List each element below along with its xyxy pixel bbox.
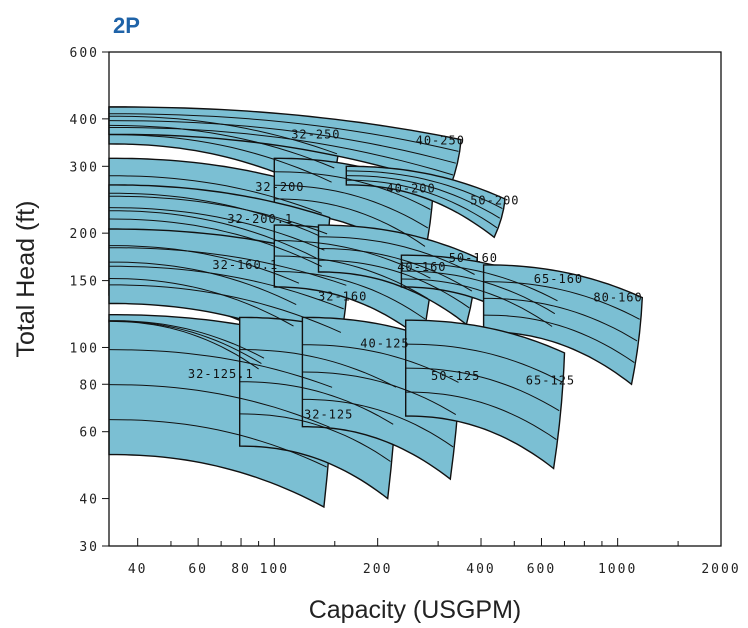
zone-label-65-125: 65-125 bbox=[526, 373, 575, 387]
y-tick-label-2: 60 bbox=[79, 426, 99, 441]
impeller-curve-32-125-2 bbox=[108, 384, 330, 428]
impeller-curve-40-250-2 bbox=[108, 120, 456, 164]
x-tick-label-4: 200 bbox=[363, 562, 392, 577]
zone-40-250 bbox=[108, 106, 462, 188]
impeller-curve-50-200-3 bbox=[346, 179, 498, 229]
impeller-curve-32-200-1-1 bbox=[109, 195, 328, 235]
impeller-curve-40-200-3 bbox=[274, 198, 426, 247]
impeller-curve-32-160-1-3 bbox=[108, 278, 294, 327]
impeller-curve-32-125-1-2 bbox=[108, 320, 262, 365]
axes-layer: 40 60 80 100 200 400 600 1000 2000 30 40 60 80 100 150… bbox=[70, 46, 740, 577]
impeller-curve-32-250-3 bbox=[109, 134, 332, 183]
impeller-curve-40-125-3 bbox=[239, 413, 391, 462]
zone-label-80-160: 80-160 bbox=[593, 291, 642, 305]
impeller-curve-32-125-1 bbox=[108, 349, 333, 388]
impeller-curve-40-160-2 bbox=[274, 255, 429, 300]
impeller-curve-50-160-1 bbox=[318, 236, 475, 275]
x-tick-label-6: 600 bbox=[527, 562, 556, 577]
y-tick-label-5: 150 bbox=[70, 275, 99, 290]
zones-layer bbox=[108, 106, 644, 509]
x-tick-label-2: 80 bbox=[231, 562, 251, 577]
impeller-curve-50-125-1 bbox=[302, 344, 459, 383]
y-tick-label-4: 100 bbox=[70, 341, 99, 356]
impeller-curve-40-250-1 bbox=[109, 113, 459, 152]
zone-50-200 bbox=[345, 165, 506, 239]
zone-label-32-200: 32-200 bbox=[255, 180, 304, 194]
zone-label-40-125: 40-125 bbox=[360, 337, 409, 351]
y-tick-label-9: 600 bbox=[70, 46, 99, 61]
chart-title: 2P bbox=[113, 13, 140, 38]
zone-label-32-160: 32-160 bbox=[318, 289, 367, 303]
impeller-curve-80-160-3 bbox=[483, 314, 635, 364]
y-tick-label-8: 400 bbox=[70, 113, 99, 128]
plot-frame bbox=[108, 51, 722, 547]
impeller-curve-65-125-2 bbox=[405, 367, 560, 412]
impeller-curve-50-125-2 bbox=[302, 371, 457, 416]
zone-80-160 bbox=[482, 264, 644, 386]
impeller-curve-40-125-1 bbox=[239, 349, 397, 388]
y-tick-label-7: 300 bbox=[70, 160, 99, 175]
impeller-curve-32-200-3 bbox=[108, 210, 317, 259]
impeller-curve-32-125-3 bbox=[108, 419, 327, 468]
x-tick-label-8: 2000 bbox=[701, 562, 740, 577]
x-axis-label: Capacity (USGPM) bbox=[309, 596, 522, 624]
impeller-curve-32-160-2 bbox=[109, 265, 344, 310]
zone-label-32-160-1: 32-160.1 bbox=[212, 258, 278, 272]
y-tick-label-0: 30 bbox=[79, 540, 99, 555]
impeller-curve-65-125-1 bbox=[405, 343, 563, 383]
impeller-curve-65-125-3 bbox=[405, 391, 557, 441]
x-tick-label-1: 60 bbox=[188, 562, 208, 577]
impeller-curve-32-200-1-2 bbox=[108, 207, 325, 251]
y-tick-label-1: 40 bbox=[79, 493, 99, 508]
y-tick-label-3: 80 bbox=[79, 378, 99, 393]
x-tick-label-0: 40 bbox=[128, 562, 148, 577]
impeller-curve-50-160-2 bbox=[318, 248, 473, 292]
impeller-curve-32-200-1-3 bbox=[108, 218, 322, 267]
zone-label-32-125-1: 32-125.1 bbox=[188, 367, 254, 381]
impeller-curve-40-250-3 bbox=[109, 127, 454, 176]
zone-label-50-200: 50-200 bbox=[470, 194, 519, 208]
impeller-curve-40-160-3 bbox=[274, 271, 426, 320]
impeller-curve-32-160-3 bbox=[109, 284, 342, 333]
x-tick-label-3: 100 bbox=[260, 562, 289, 577]
impeller-curve-32-160-1-2 bbox=[109, 261, 297, 306]
impeller-curve-50-125-3 bbox=[302, 398, 454, 448]
impeller-curve-32-125-1-1 bbox=[109, 320, 265, 359]
x-tick-label-5: 400 bbox=[466, 562, 495, 577]
impeller-curve-80-160-2 bbox=[483, 297, 638, 342]
zone-label-32-125: 32-125 bbox=[304, 408, 353, 422]
impeller-curve-32-250-2 bbox=[108, 124, 335, 169]
x-tick-label-7: 1000 bbox=[598, 562, 637, 577]
y-tick-label-6: 200 bbox=[70, 227, 99, 242]
impeller-curve-65-160-1 bbox=[401, 262, 558, 302]
impeller-curve-32-200-2 bbox=[108, 192, 320, 237]
impeller-curve-50-200-2 bbox=[346, 175, 501, 219]
curve-detail-layer bbox=[108, 113, 640, 468]
impeller-curve-65-160-2 bbox=[401, 270, 556, 315]
y-axis-label: Total Head (ft) bbox=[12, 200, 40, 357]
impeller-curve-50-200-1 bbox=[346, 170, 503, 210]
impeller-curve-80-160-1 bbox=[483, 281, 640, 320]
impeller-curve-40-200-2 bbox=[274, 184, 429, 229]
zone-label-40-250: 40-250 bbox=[416, 134, 465, 148]
zone-65-125 bbox=[405, 319, 566, 470]
impeller-curve-32-160-1-1 bbox=[109, 245, 300, 284]
zone-label-50-160: 50-160 bbox=[449, 251, 498, 265]
impeller-curve-40-125-2 bbox=[239, 381, 394, 425]
impeller-curve-32-125-1-3 bbox=[108, 320, 259, 370]
impeller-curve-40-160-1 bbox=[274, 240, 431, 279]
zone-label-50-125: 50-125 bbox=[431, 369, 480, 383]
impeller-curve-32-200-1 bbox=[108, 175, 322, 214]
impeller-curve-50-160-3 bbox=[318, 259, 470, 309]
zone-label-65-160: 65-160 bbox=[534, 272, 583, 286]
impeller-curve-65-160-3 bbox=[401, 278, 553, 327]
